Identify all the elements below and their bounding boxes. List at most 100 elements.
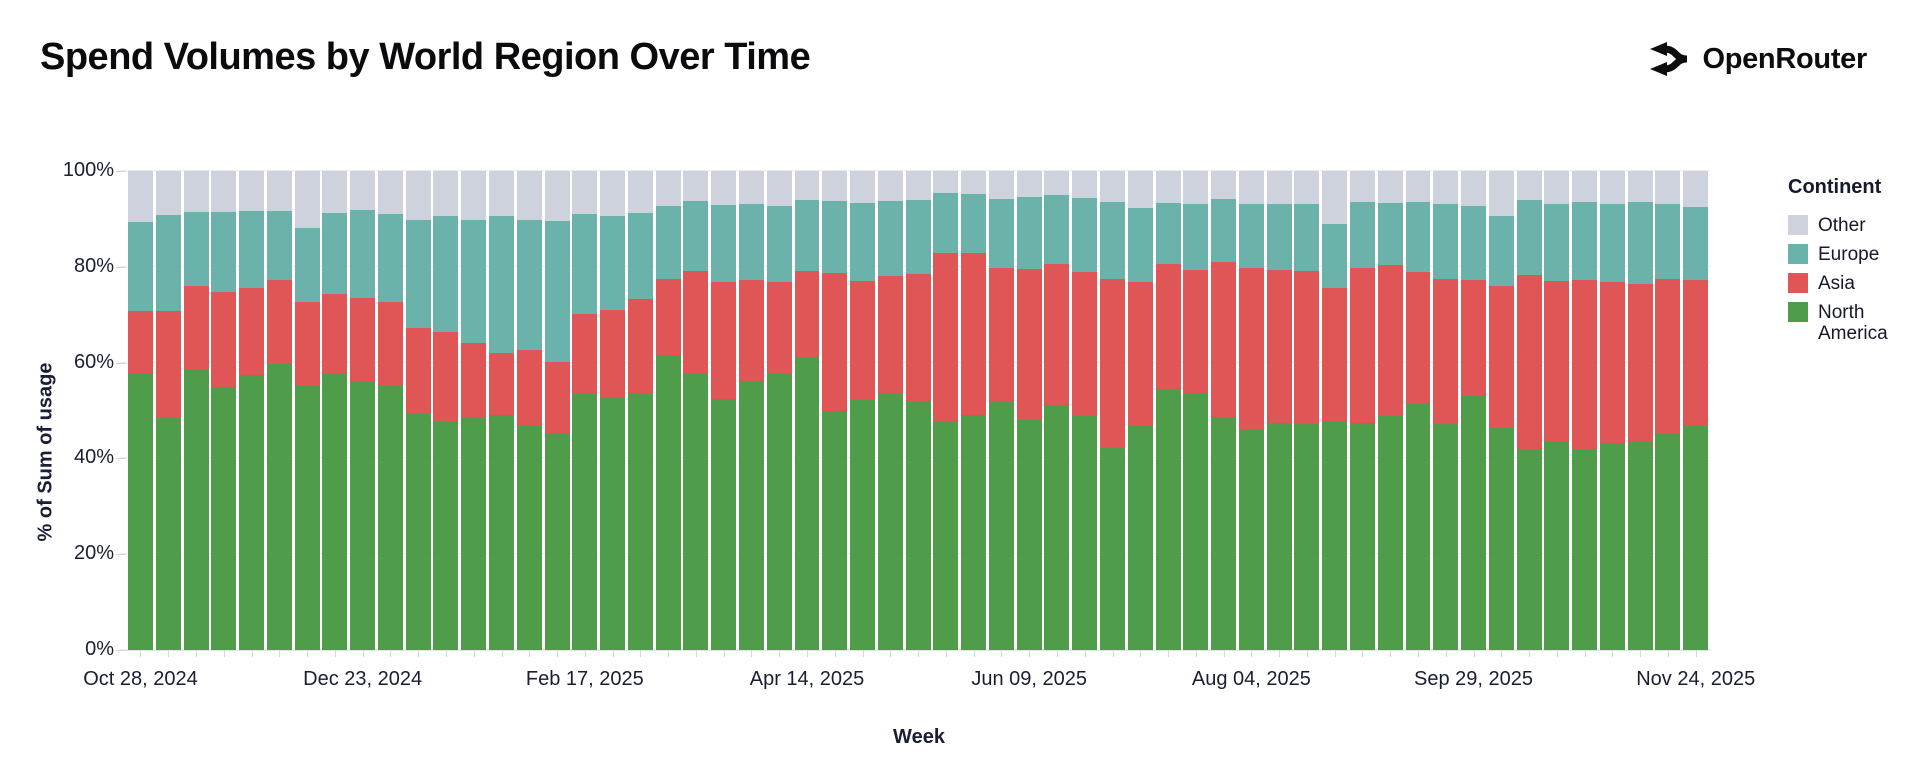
bar-segment-europe[interactable] bbox=[350, 209, 376, 299]
bar-segment-europe[interactable] bbox=[1655, 203, 1681, 280]
bar-segment-asia[interactable] bbox=[933, 252, 959, 423]
bar-segment-asia[interactable] bbox=[239, 288, 265, 375]
bar-segment-europe[interactable] bbox=[1683, 206, 1709, 280]
bar-segment-north-america[interactable] bbox=[1488, 428, 1514, 650]
bar-segment-asia[interactable] bbox=[1266, 269, 1292, 424]
bar-segment-europe[interactable] bbox=[405, 220, 431, 328]
bar-week-14[interactable] bbox=[516, 171, 542, 650]
bar-segment-other[interactable] bbox=[1683, 171, 1709, 207]
bar-segment-other[interactable] bbox=[1294, 171, 1320, 205]
legend-item-north-america[interactable]: North America bbox=[1788, 302, 1908, 344]
bar-segment-north-america[interactable] bbox=[155, 418, 181, 650]
bar-segment-other[interactable] bbox=[711, 171, 737, 205]
bar-segment-asia[interactable] bbox=[1322, 288, 1348, 421]
bar-segment-europe[interactable] bbox=[1044, 194, 1070, 264]
bar-segment-north-america[interactable] bbox=[961, 414, 987, 650]
bar-segment-other[interactable] bbox=[1377, 171, 1403, 203]
bar-segment-other[interactable] bbox=[1322, 171, 1348, 225]
bar-segment-asia[interactable] bbox=[1155, 263, 1181, 390]
bar-week-52[interactable] bbox=[1572, 171, 1598, 650]
bar-segment-north-america[interactable] bbox=[377, 384, 403, 650]
bar-segment-north-america[interactable] bbox=[933, 422, 959, 650]
bar-segment-north-america[interactable] bbox=[627, 394, 653, 650]
bar-week-13[interactable] bbox=[489, 171, 514, 650]
bar-segment-europe[interactable] bbox=[600, 216, 626, 310]
bar-segment-asia[interactable] bbox=[794, 271, 820, 357]
bar-week-51[interactable] bbox=[1544, 171, 1570, 650]
bar-segment-asia[interactable] bbox=[711, 282, 737, 400]
bar-segment-other[interactable] bbox=[1349, 171, 1375, 202]
bar-segment-north-america[interactable] bbox=[489, 414, 514, 650]
bar-segment-other[interactable] bbox=[822, 171, 848, 202]
bar-week-37[interactable] bbox=[1155, 171, 1181, 650]
bar-segment-europe[interactable] bbox=[239, 211, 265, 289]
bar-segment-asia[interactable] bbox=[1044, 263, 1070, 405]
bar-segment-north-america[interactable] bbox=[1322, 420, 1348, 650]
bar-segment-north-america[interactable] bbox=[405, 413, 431, 650]
bar-segment-other[interactable] bbox=[433, 171, 459, 217]
bar-week-18[interactable] bbox=[627, 171, 653, 650]
bar-segment-asia[interactable] bbox=[850, 281, 876, 401]
bar-segment-other[interactable] bbox=[183, 171, 209, 212]
bar-segment-north-america[interactable] bbox=[905, 401, 931, 650]
bar-segment-asia[interactable] bbox=[572, 313, 598, 394]
bar-segment-europe[interactable] bbox=[738, 204, 764, 280]
bar-week-1[interactable] bbox=[155, 171, 181, 650]
bar-segment-europe[interactable] bbox=[1238, 204, 1264, 269]
bar-segment-north-america[interactable] bbox=[183, 368, 209, 650]
bar-segment-other[interactable] bbox=[1405, 171, 1431, 202]
bar-segment-europe[interactable] bbox=[1211, 199, 1237, 263]
bar-segment-other[interactable] bbox=[572, 171, 598, 214]
bar-segment-asia[interactable] bbox=[766, 282, 792, 373]
bar-segment-north-america[interactable] bbox=[1072, 415, 1098, 650]
bar-week-10[interactable] bbox=[405, 171, 431, 650]
bar-segment-asia[interactable] bbox=[738, 279, 764, 382]
bar-segment-asia[interactable] bbox=[1433, 279, 1459, 424]
bar-segment-north-america[interactable] bbox=[877, 393, 903, 650]
bar-segment-europe[interactable] bbox=[905, 200, 931, 274]
bar-segment-other[interactable] bbox=[877, 171, 903, 202]
bar-segment-europe[interactable] bbox=[1516, 200, 1542, 275]
bar-segment-other[interactable] bbox=[461, 171, 487, 221]
bar-segment-europe[interactable] bbox=[1433, 203, 1459, 280]
bar-segment-north-america[interactable] bbox=[600, 398, 626, 650]
bar-segment-other[interactable] bbox=[1127, 171, 1153, 209]
bar-segment-other[interactable] bbox=[489, 171, 514, 217]
bar-week-26[interactable] bbox=[850, 171, 876, 650]
bar-segment-north-america[interactable] bbox=[1016, 420, 1042, 650]
bar-segment-other[interactable] bbox=[1100, 171, 1125, 202]
bar-segment-asia[interactable] bbox=[266, 280, 292, 364]
bar-week-8[interactable] bbox=[350, 171, 376, 650]
bar-segment-north-america[interactable] bbox=[211, 386, 237, 650]
bar-segment-asia[interactable] bbox=[905, 273, 931, 402]
bar-segment-europe[interactable] bbox=[1599, 203, 1625, 282]
bar-week-3[interactable] bbox=[211, 171, 237, 650]
bar-segment-asia[interactable] bbox=[544, 362, 570, 434]
bar-segment-other[interactable] bbox=[1433, 171, 1459, 204]
bar-segment-north-america[interactable] bbox=[350, 382, 376, 650]
bar-segment-asia[interactable] bbox=[377, 301, 403, 385]
bar-segment-europe[interactable] bbox=[766, 205, 792, 283]
bar-segment-north-america[interactable] bbox=[1211, 416, 1237, 650]
bar-segment-europe[interactable] bbox=[377, 213, 403, 302]
bar-segment-other[interactable] bbox=[627, 171, 653, 213]
bar-week-54[interactable] bbox=[1627, 171, 1653, 650]
bar-segment-asia[interactable] bbox=[211, 291, 237, 387]
bar-segment-other[interactable] bbox=[988, 171, 1014, 200]
bar-segment-other[interactable] bbox=[961, 171, 987, 194]
bar-segment-asia[interactable] bbox=[1461, 279, 1487, 396]
bar-segment-asia[interactable] bbox=[516, 350, 542, 427]
bar-week-38[interactable] bbox=[1183, 171, 1209, 650]
bar-segment-north-america[interactable] bbox=[544, 433, 570, 650]
bar-week-4[interactable] bbox=[239, 171, 265, 650]
bar-segment-other[interactable] bbox=[933, 171, 959, 194]
bar-week-50[interactable] bbox=[1516, 171, 1542, 650]
bar-week-27[interactable] bbox=[877, 171, 903, 650]
bar-segment-europe[interactable] bbox=[461, 220, 487, 344]
bar-week-39[interactable] bbox=[1211, 171, 1237, 650]
bar-week-44[interactable] bbox=[1349, 171, 1375, 650]
bar-segment-asia[interactable] bbox=[183, 286, 209, 369]
bar-segment-asia[interactable] bbox=[1072, 271, 1098, 416]
bar-segment-asia[interactable] bbox=[877, 276, 903, 394]
bar-segment-asia[interactable] bbox=[822, 272, 848, 412]
